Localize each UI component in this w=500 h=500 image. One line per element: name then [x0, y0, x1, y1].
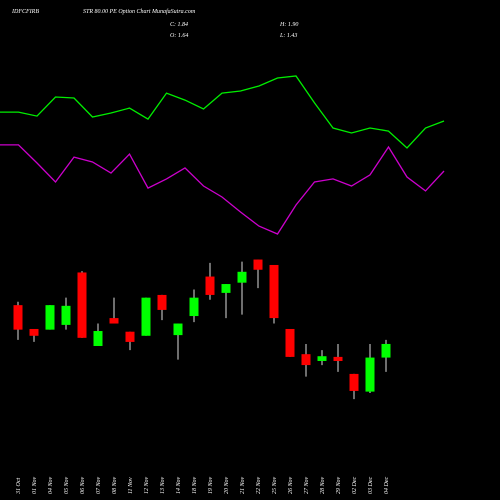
- candle-body: [157, 294, 167, 310]
- candle-body: [141, 297, 151, 336]
- x-tick-label: 19 Nov: [208, 476, 214, 494]
- x-tick-label: 07 Nov: [96, 476, 102, 494]
- candle-body: [109, 318, 119, 324]
- indicator-line: [0, 75, 445, 149]
- candle-body: [77, 272, 87, 338]
- candle-body: [13, 305, 23, 330]
- x-tick-label: 04 Dec: [383, 477, 390, 494]
- x-tick-label: 28 Nov: [320, 476, 326, 494]
- x-tick-label: 04 Nov: [47, 476, 54, 494]
- x-tick-label: 26 Nov: [288, 476, 294, 494]
- candle-body: [189, 297, 199, 317]
- candle-body: [253, 259, 263, 270]
- x-tick-label: 13 Nov: [160, 476, 166, 494]
- candle-body: [29, 328, 39, 336]
- x-tick-label: 06 Nov: [80, 476, 86, 494]
- high-label: H: 1.90: [279, 22, 298, 28]
- candle-body: [45, 305, 55, 330]
- x-tick-label: 22 Nov: [256, 476, 262, 494]
- candle-body: [269, 264, 279, 319]
- indicator-line: [0, 144, 445, 235]
- symbol: IDFCFIRB: [11, 9, 39, 15]
- candle-body: [285, 328, 295, 357]
- x-tick-label: 12 Nov: [144, 476, 150, 494]
- x-tick-label: 05 Nov: [64, 476, 70, 494]
- x-tick-label: 02 Dec: [352, 477, 358, 494]
- candle-body: [221, 284, 231, 293]
- x-tick-label: 27 Nov: [304, 476, 310, 494]
- candle-body: [93, 331, 103, 346]
- candle-body: [365, 357, 375, 392]
- x-tick-label: 31 Oct: [16, 478, 22, 495]
- candle-body: [173, 323, 183, 336]
- x-tick-label: 18 Nov: [192, 476, 198, 494]
- candle-body: [349, 373, 359, 391]
- x-tick-label: 14 Nov: [175, 476, 182, 494]
- close-label: C: 1.84: [170, 21, 188, 28]
- open-label: O: 1.64: [170, 32, 188, 39]
- x-tick-label: 20 Nov: [224, 476, 230, 494]
- x-tick-label: 29 Nov: [336, 476, 342, 494]
- candle-body: [317, 356, 327, 361]
- x-tick-label: 25 Nov: [272, 476, 278, 494]
- x-tick-label: 01 Nov: [32, 476, 38, 494]
- x-tick-label: 03 Dec: [368, 477, 374, 494]
- low-label: L: 1.43: [279, 32, 297, 39]
- candle-body: [301, 354, 311, 366]
- x-tick-label: 11 Nov: [128, 477, 134, 494]
- candle-body: [381, 343, 391, 358]
- x-tick-label: 21 Nov: [240, 476, 246, 494]
- candle-body: [205, 276, 215, 295]
- candle-body: [61, 305, 71, 325]
- x-tick-label: 08 Nov: [112, 476, 118, 494]
- chart-title: STR 80.00 PE Option Chart MunafaSutra.co…: [83, 8, 196, 15]
- candle-body: [333, 356, 343, 361]
- candle-body: [237, 271, 247, 283]
- candle-body: [125, 331, 135, 342]
